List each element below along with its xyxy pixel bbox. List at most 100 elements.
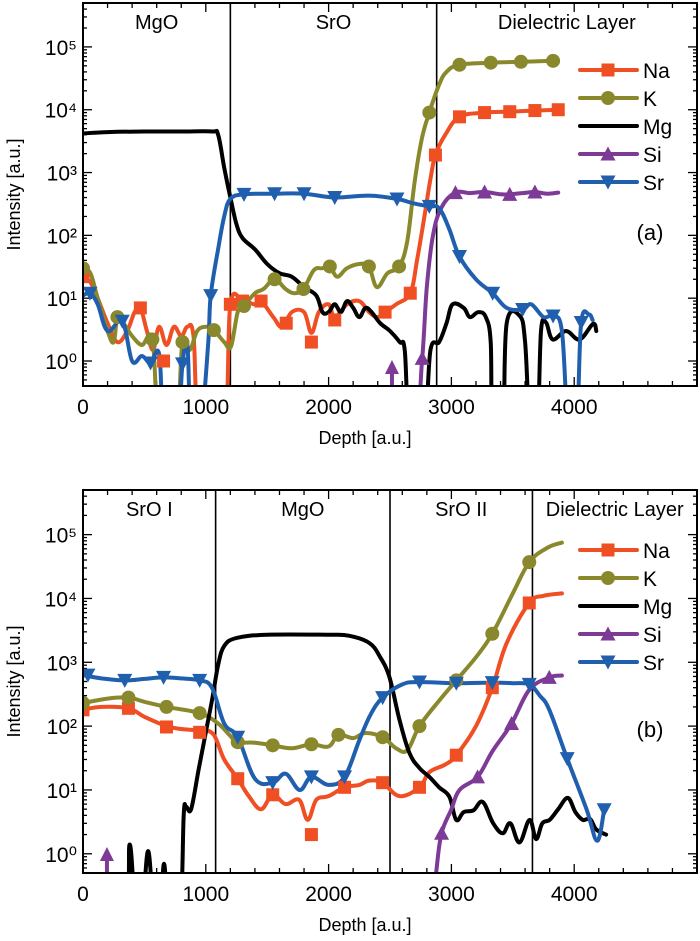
plot-frame [82,2,698,387]
marker-k [392,259,407,274]
legend-marker [600,655,616,670]
x-tick-label: 4000 [551,883,598,906]
marker-sr [573,316,589,331]
legend-marker [601,91,615,105]
marker-k [375,730,390,745]
marker-sr [375,691,391,706]
legend-marker [601,543,615,557]
marker-sr [230,730,246,745]
y-tick-label: 10² [47,716,77,739]
marker-sr [545,309,561,324]
y-tick-label: 10² [47,225,77,248]
marker-si [434,825,450,840]
marker-na [223,297,237,311]
legend-marker [601,63,615,77]
marker-sr [192,673,208,688]
marker-na [157,354,171,368]
marker-k [331,727,346,742]
region-label: SrO II [435,499,487,521]
series-group [83,540,612,873]
region-label: SrO I [126,499,173,521]
series-line-na [83,591,564,822]
marker-na [160,720,174,734]
marker-k [236,299,251,314]
marker-si [527,184,543,199]
plot-frame [82,489,698,874]
x-tick-label: 3000 [428,883,475,906]
series-line-mg [126,632,609,873]
marker-sr [267,187,283,202]
marker-sr [236,187,252,202]
series-line-na [83,107,561,386]
marker-na [403,286,417,300]
marker-sr [303,770,319,785]
marker-na [412,780,426,794]
legend-item-sr: Sr [578,172,664,195]
legend-item-mg: Mg [578,596,672,619]
legend: Na K Mg Si Sr [578,540,672,675]
marker-sr [559,752,575,767]
region-label: Dielectric Layer [498,12,636,34]
marker-sr [143,356,159,371]
marker-k [513,54,528,69]
marker-si [541,669,557,684]
marker-k [192,706,207,721]
legend-label: Sr [643,652,664,675]
marker-na [522,596,536,610]
y-axis-title: Intensity [a.u.] [4,625,24,737]
series-line-sr [83,673,607,843]
marker-arrow-si [99,847,114,873]
legend-item-si: Si [578,624,662,647]
marker-k [412,719,427,734]
legend-label: Si [643,624,662,647]
marker-na [254,294,268,308]
legend-label: K [643,88,657,111]
x-tick-label: 2000 [305,883,352,906]
y-axis-title: Intensity [a.u.] [4,138,24,250]
marker-k [83,261,90,276]
legend-item-si: Si [578,144,662,167]
marker-na [328,313,342,327]
marker-na [304,828,318,842]
y-tick-label: 10³ [47,652,77,675]
marker-si [447,185,463,200]
marker-na [133,301,147,315]
panel-label: (a) [637,220,664,245]
marker-k [206,323,221,338]
y-tick-label: 10⁵ [45,37,77,60]
marker-sr [83,286,98,301]
marker-na [83,703,90,717]
marker-si [502,186,518,201]
legend-marker [600,626,616,641]
legend-item-k: K [578,568,657,591]
y-tick-label: 10⁴ [45,588,77,611]
marker-na [304,335,318,349]
arrow-head [384,360,399,374]
marker-sr [174,357,190,372]
panel-b: 0 1000 2000 3000 4000 10⁰ 10¹ 10² 10³ 10⁴ 10⁵ Depth… [4,489,698,935]
legend-label: K [643,568,657,591]
legend-item-sr: Sr [578,652,664,675]
y-tick-label: 10¹ [47,288,77,311]
marker-k [121,690,136,705]
y-tick-label: 10⁵ [45,525,77,548]
legend-label: Si [643,144,662,167]
marker-na [378,305,392,319]
marker-k [361,259,376,274]
marker-k [159,699,174,714]
marker-k [485,626,500,641]
marker-na [193,725,207,739]
legend-item-mg: Mg [578,116,672,139]
marker-k [296,282,311,297]
x-tick-label: 0 [77,883,89,906]
marker-sr [114,314,130,329]
x-tick-label: 2000 [305,396,352,419]
y-tick-label: 10¹ [47,780,77,803]
marker-k [83,696,90,711]
y-tick-label: 10⁰ [45,351,77,374]
y-tick-label: 10⁰ [45,844,77,867]
x-tick-label: 1000 [182,396,229,419]
marker-sr [117,673,133,688]
marker-na [279,316,293,330]
